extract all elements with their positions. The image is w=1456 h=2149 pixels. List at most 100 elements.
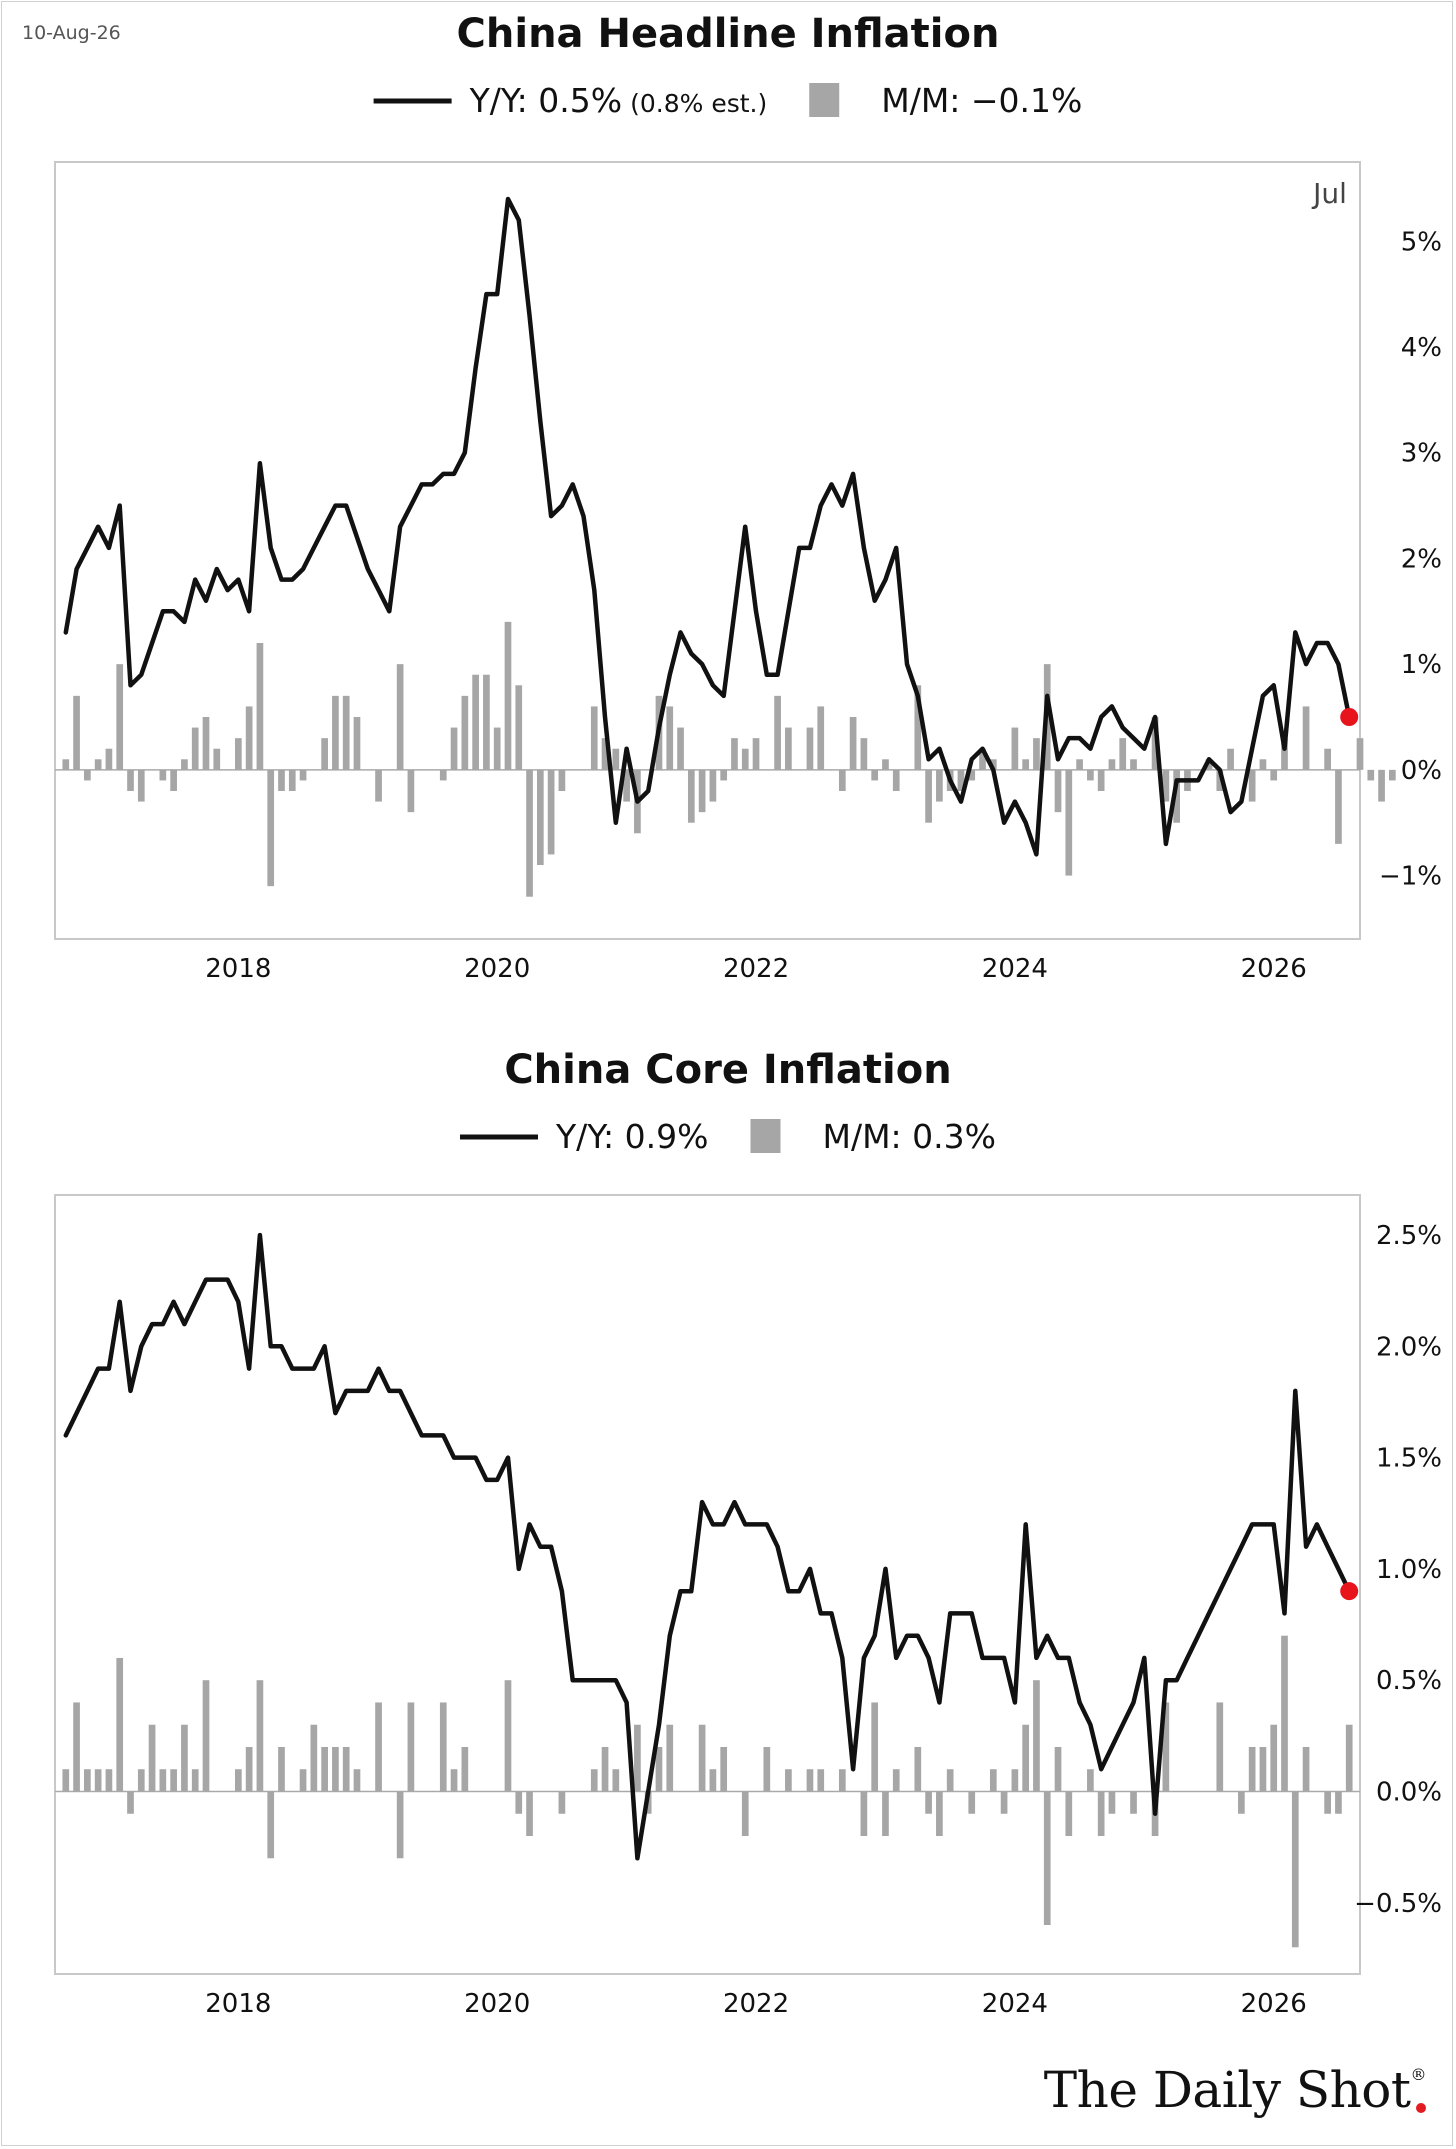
mm-bar bbox=[159, 1769, 167, 1792]
mm-bar bbox=[1302, 1746, 1310, 1792]
mm-bar bbox=[795, 769, 803, 771]
y-tick-label: −0.5% bbox=[1354, 1889, 1442, 1919]
mm-bar bbox=[838, 1769, 846, 1792]
x-tick-label: 2018 bbox=[205, 1989, 271, 2019]
mm-bar bbox=[1378, 769, 1385, 802]
mm-bar bbox=[1108, 1791, 1116, 1814]
mm-bar bbox=[396, 664, 404, 770]
mm-bar bbox=[202, 717, 210, 770]
mm-bar bbox=[590, 1769, 598, 1792]
x-tick-label: 2020 bbox=[464, 1989, 530, 2019]
mm-bar bbox=[687, 769, 695, 823]
mm-bar bbox=[536, 769, 544, 865]
mm-bar bbox=[1087, 1769, 1094, 1792]
mm-bar bbox=[375, 769, 382, 802]
mm-bar bbox=[1065, 769, 1073, 876]
legend-line-note: (0.8% est.) bbox=[630, 89, 767, 118]
mm-bar bbox=[84, 769, 91, 781]
mm-bar bbox=[385, 1791, 393, 1792]
mm-bar bbox=[720, 769, 728, 781]
mm-bar bbox=[1227, 748, 1234, 770]
mm-bar bbox=[1173, 769, 1180, 823]
registered-mark: ® bbox=[1410, 2065, 1427, 2084]
mm-bar bbox=[828, 769, 835, 771]
mm-bar bbox=[882, 759, 889, 770]
mm-bar bbox=[558, 1791, 566, 1814]
y-tick-label: 0% bbox=[1401, 756, 1442, 786]
mm-bar bbox=[526, 769, 533, 897]
mm-bar bbox=[1151, 717, 1159, 770]
legend-bar-label: M/M: 0.3% bbox=[822, 1117, 996, 1156]
yy-line bbox=[63, 196, 1352, 857]
mm-bar bbox=[547, 769, 555, 855]
mm-bar bbox=[946, 1769, 954, 1792]
y-tick-label: 2.0% bbox=[1376, 1332, 1442, 1362]
mm-bar bbox=[342, 1746, 350, 1792]
mm-bar bbox=[979, 748, 986, 770]
mm-bar bbox=[116, 664, 124, 770]
mm-bar bbox=[181, 759, 188, 770]
chart-title: China Core Inflation bbox=[504, 1047, 951, 1093]
mm-bar bbox=[450, 1769, 458, 1792]
mm-bar bbox=[979, 1791, 986, 1792]
mm-bar bbox=[245, 1746, 253, 1792]
mm-bar bbox=[871, 1702, 879, 1792]
y-tick-label: 2.5% bbox=[1376, 1221, 1442, 1251]
mm-bar bbox=[817, 1769, 825, 1792]
mm-bar bbox=[299, 1769, 307, 1792]
mm-bar bbox=[213, 748, 221, 770]
mm-bar bbox=[310, 769, 318, 771]
mm-bar bbox=[558, 769, 566, 791]
mm-bars bbox=[62, 1635, 1353, 1948]
mm-bar bbox=[94, 759, 102, 770]
mm-bar bbox=[1335, 769, 1342, 844]
mm-bar bbox=[159, 769, 167, 781]
mm-bar bbox=[493, 1791, 501, 1792]
mm-bar bbox=[418, 1791, 426, 1792]
mm-bar bbox=[84, 1769, 91, 1792]
mm-bar bbox=[1313, 769, 1321, 771]
mm-bar bbox=[1184, 1791, 1191, 1792]
mm-bar bbox=[677, 1791, 684, 1792]
mm-bar bbox=[1302, 706, 1310, 770]
mm-bar bbox=[569, 1791, 577, 1792]
mm-bar bbox=[1108, 759, 1116, 770]
mm-bar bbox=[73, 1702, 80, 1792]
mm-bar bbox=[1248, 769, 1256, 802]
mm-bar bbox=[504, 621, 512, 770]
mm-bar bbox=[752, 738, 760, 770]
y-tick-label: 1% bbox=[1401, 650, 1442, 680]
mm-bar bbox=[860, 738, 868, 770]
mm-bar bbox=[1054, 1746, 1062, 1792]
mm-bar bbox=[925, 769, 932, 823]
mm-bar bbox=[1270, 1724, 1278, 1792]
mm-bar bbox=[1000, 769, 1008, 771]
mm-bar bbox=[580, 769, 587, 771]
mm-bar bbox=[1248, 1746, 1256, 1792]
mm-bar bbox=[666, 1724, 674, 1792]
mm-bar bbox=[731, 1791, 738, 1792]
mm-bar bbox=[968, 769, 976, 781]
mm-bar bbox=[644, 769, 652, 771]
plot-frame bbox=[54, 1194, 1361, 1975]
mm-bar bbox=[957, 769, 965, 791]
x-tick-label: 2022 bbox=[723, 954, 789, 984]
mm-bar bbox=[1216, 1702, 1224, 1792]
mm-bar bbox=[332, 1746, 339, 1792]
mm-bar bbox=[235, 1769, 242, 1792]
mm-bar bbox=[1216, 769, 1224, 791]
mm-bar bbox=[1065, 1791, 1073, 1837]
mm-bar bbox=[526, 1791, 533, 1837]
mm-bar bbox=[547, 1791, 555, 1792]
mm-bar bbox=[94, 1769, 102, 1792]
mm-bar bbox=[709, 1769, 717, 1792]
mm-bar bbox=[612, 748, 620, 770]
chart-title: China Headline Inflation bbox=[457, 11, 1000, 57]
mm-bar bbox=[741, 1791, 749, 1837]
mm-bar bbox=[515, 1791, 523, 1814]
mm-bar bbox=[795, 1791, 803, 1792]
mm-bar bbox=[515, 685, 523, 770]
mm-bar bbox=[1291, 1791, 1299, 1948]
mm-bar bbox=[1119, 738, 1127, 770]
